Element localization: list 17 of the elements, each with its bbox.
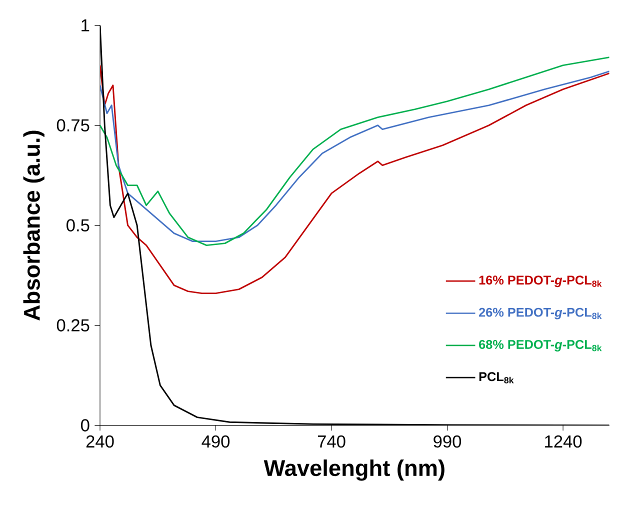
legend-label: 26% PEDOT-g-PCL$_{8k}$ xyxy=(479,308,602,320)
x-tick-label: 990 xyxy=(434,436,462,448)
x-tick-label: 1240 xyxy=(545,436,582,448)
x-tick-label: 240 xyxy=(86,436,114,448)
legend-label: 16% PEDOT-g-PCL$_{8k}$ xyxy=(479,276,602,288)
legend-label: 68% PEDOT-g-PCL$_{8k}$ xyxy=(479,340,602,352)
x-tick-label: 490 xyxy=(202,436,230,448)
y-axis-title: Absorbance (a.u.) xyxy=(23,130,44,321)
y-tick-label: 0 xyxy=(80,419,90,432)
y-tick-label: 1 xyxy=(82,20,90,32)
y-tick-label: 0.75 xyxy=(56,119,90,132)
legend-label: PCL$_{8k}$ xyxy=(479,372,514,384)
line-series xyxy=(100,64,610,294)
x-axis-title: Wavelenght (nm) xyxy=(264,460,444,481)
x-tick-label: 740 xyxy=(318,436,346,448)
y-tick-label: 0.5 xyxy=(66,219,90,232)
y-tick-label: 0.25 xyxy=(56,319,90,332)
